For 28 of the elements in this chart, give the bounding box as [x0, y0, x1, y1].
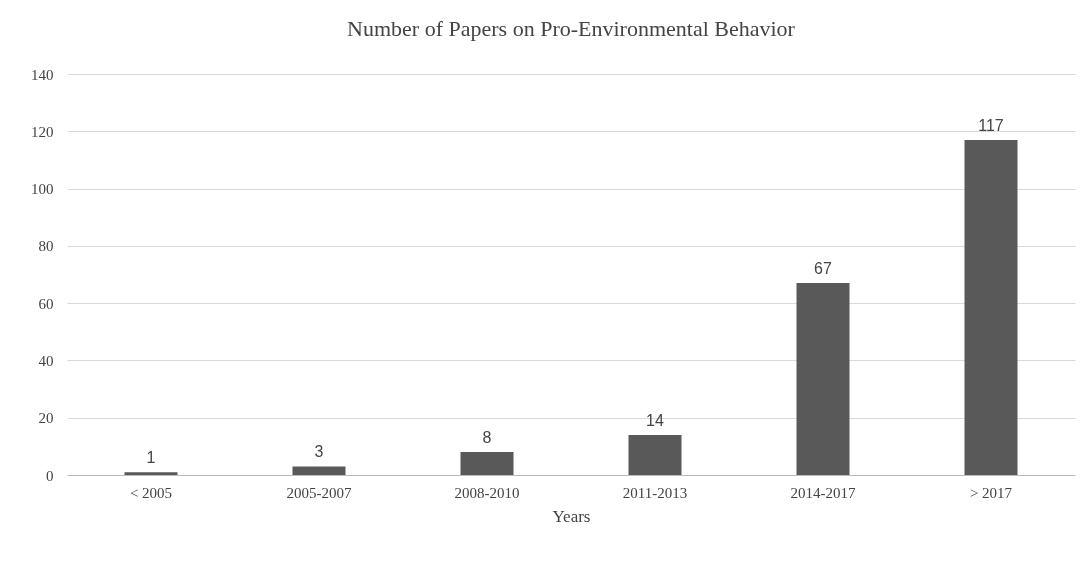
y-tick-label: 120 — [31, 123, 54, 140]
data-label: 117 — [978, 116, 1004, 134]
y-tick-label: 20 — [38, 410, 54, 427]
bar — [292, 466, 346, 475]
y-tick-label: 100 — [31, 181, 54, 198]
x-tick-label: 2005-2007 — [286, 484, 352, 501]
chart-title: Number of Papers on Pro-Environmental Behavior — [347, 16, 796, 41]
x-axis-title: Years — [552, 506, 591, 526]
y-tick-label: 60 — [38, 295, 54, 312]
data-label: 8 — [482, 429, 492, 447]
y-tick-label: 80 — [38, 238, 54, 255]
bar — [124, 472, 178, 475]
bar — [460, 452, 514, 475]
y-tick-label: 140 — [31, 66, 54, 83]
x-tick-label: < 2005 — [129, 484, 173, 501]
x-tick-label: 2008-2010 — [454, 484, 520, 501]
x-tick-label: 2014-2017 — [790, 484, 856, 501]
bar — [628, 434, 682, 475]
data-label: 14 — [646, 411, 664, 429]
x-tick-label: > 2017 — [969, 484, 1013, 501]
bar — [964, 139, 1018, 475]
x-tick-label: 2011-2013 — [622, 484, 688, 501]
bar — [796, 283, 850, 475]
y-tick-label: 40 — [38, 352, 54, 369]
data-label: 67 — [814, 260, 832, 278]
data-label: 1 — [146, 449, 156, 467]
data-label: 3 — [314, 443, 324, 461]
y-tick-label: 0 — [46, 467, 54, 484]
